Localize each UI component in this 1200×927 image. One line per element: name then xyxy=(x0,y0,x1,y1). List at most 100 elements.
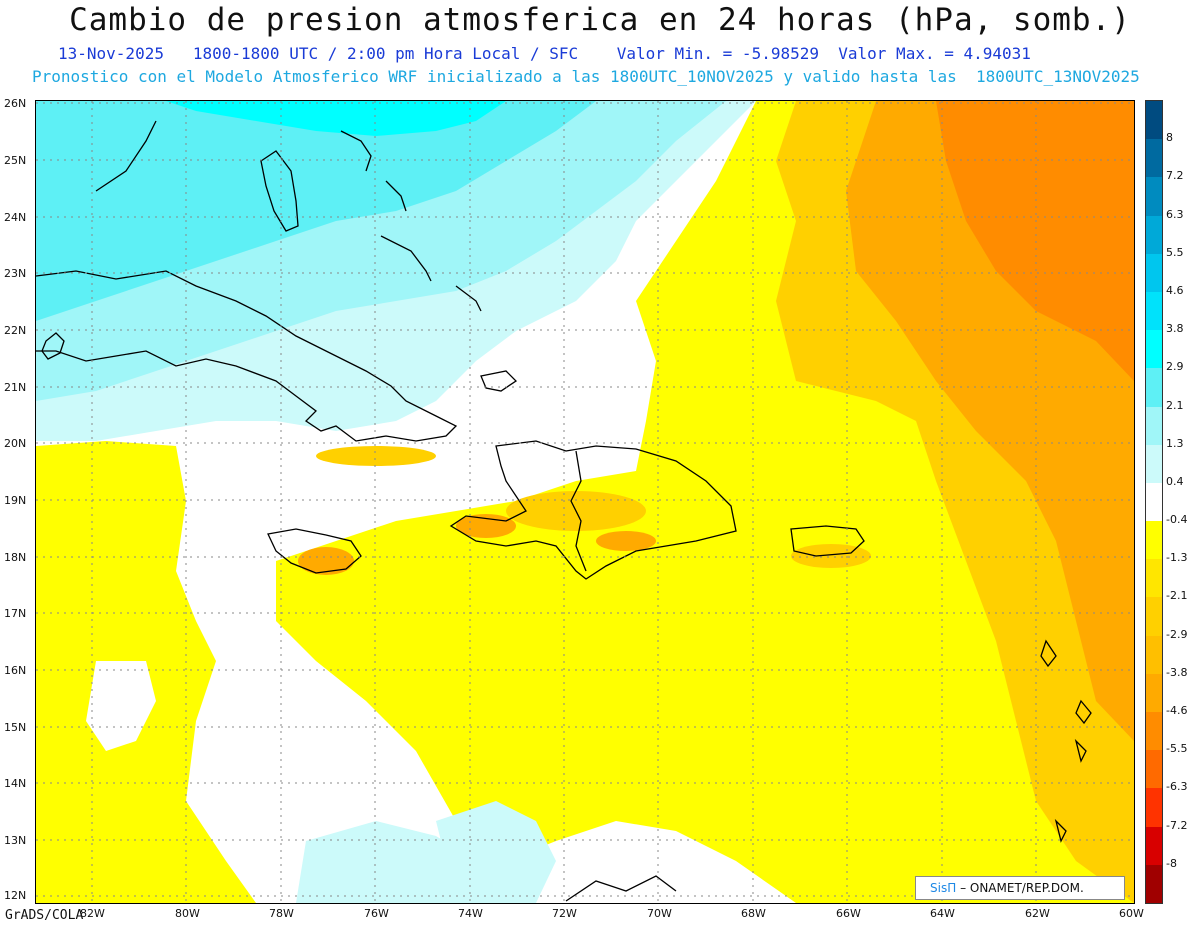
colorbar-tick-label: 2.9 xyxy=(1166,360,1184,374)
colorbar-segment xyxy=(1146,368,1162,408)
hispaniola-coastline xyxy=(449,440,737,580)
florida-keys-coastline xyxy=(95,120,157,192)
isla-juventud-coastline xyxy=(41,332,65,360)
lon-label-76w: 76W xyxy=(364,907,389,920)
colorbar-segment xyxy=(1146,521,1162,560)
colorbar-tick-label: -2.1 xyxy=(1166,589,1188,603)
lat-label-17n: 17N xyxy=(4,607,27,620)
pale-cyan-south xyxy=(296,821,496,903)
great-inagua-coastline xyxy=(480,370,518,392)
cuba-coastline xyxy=(36,270,458,442)
colorbar-segment xyxy=(1146,291,1162,331)
map-canvas xyxy=(36,101,1134,903)
lat-label-23n: 23N xyxy=(4,267,27,280)
lon-label-78w: 78W xyxy=(269,907,294,920)
deep-cyan-region xyxy=(166,101,506,136)
orange-pocket-jamaica xyxy=(298,547,354,575)
lon-label-72w: 72W xyxy=(552,907,577,920)
colorbar-tick-label: 6.3 xyxy=(1166,207,1184,221)
colorbar-tick-label: 2.1 xyxy=(1166,398,1184,412)
haiti-dr-border xyxy=(570,450,587,572)
colorbar-tick-label: 8 xyxy=(1166,131,1173,145)
colorbar-tick-label: 3.8 xyxy=(1166,322,1184,336)
colorbar xyxy=(1145,100,1163,904)
puerto-rico-coastline xyxy=(790,525,865,557)
colorbar-tick-label: 5.5 xyxy=(1166,245,1184,259)
colorbar-tick-label: 7.2 xyxy=(1166,169,1184,183)
colorbar-tick-label: -5.5 xyxy=(1166,742,1188,756)
lon-label-74w: 74W xyxy=(458,907,483,920)
venezuela-coast xyxy=(565,875,677,902)
lat-label-26n: 26N xyxy=(4,97,27,110)
lat-label-24n: 24N xyxy=(4,211,27,224)
orange-pocket-cuba-south xyxy=(316,446,436,466)
grads-credit: GrADS/COLA xyxy=(5,908,84,923)
lat-label-14n: 14N xyxy=(4,777,27,790)
map-subtitle-model: Pronostico con el Modelo Atmosferico WRF… xyxy=(32,67,1140,86)
lon-label-68w: 68W xyxy=(741,907,766,920)
lat-label-13n: 13N xyxy=(4,834,27,847)
lon-label-80w: 80W xyxy=(175,907,200,920)
lat-label-21n: 21N xyxy=(4,381,27,394)
lon-label-60w: 60W xyxy=(1119,907,1144,920)
lon-label-62w: 62W xyxy=(1025,907,1050,920)
colorbar-tick-label: 1.3 xyxy=(1166,436,1184,450)
lon-label-64w: 64W xyxy=(930,907,955,920)
colorbar-segment xyxy=(1146,330,1162,369)
bahamas-coastline-2 xyxy=(385,180,407,212)
colorbar-segment xyxy=(1146,101,1162,140)
lat-label-18n: 18N xyxy=(4,551,27,564)
lat-label-12n: 12N xyxy=(4,889,27,902)
colorbar-segment xyxy=(1146,139,1162,178)
colorbar-segment xyxy=(1146,253,1162,293)
orange-pocket-puerto-rico xyxy=(791,544,871,568)
lat-label-16n: 16N xyxy=(4,664,27,677)
colorbar-segment xyxy=(1146,635,1162,675)
colorbar-segment xyxy=(1146,673,1162,713)
colorbar-tick-label: -2.9 xyxy=(1166,627,1188,641)
colorbar-segment xyxy=(1146,788,1162,828)
jamaica-coastline xyxy=(267,528,362,574)
colorbar-tick-label: -1.3 xyxy=(1166,551,1188,565)
lon-label-70w: 70W xyxy=(647,907,672,920)
lat-label-15n: 15N xyxy=(4,721,27,734)
white-gap-southwest xyxy=(86,661,156,751)
lat-label-20n: 20N xyxy=(4,437,27,450)
cyan-region xyxy=(36,101,596,321)
graticule xyxy=(36,101,1134,903)
pale-cyan-south-2 xyxy=(436,801,556,903)
colorbar-segment xyxy=(1146,597,1162,637)
lat-label-22n: 22N xyxy=(4,324,27,337)
bahamas-coastline-4 xyxy=(455,285,482,312)
colorbar-tick-label: -6.3 xyxy=(1166,780,1188,794)
colorbar-tick-label: -8 xyxy=(1166,856,1177,870)
colorbar-tick-label: -7.2 xyxy=(1166,818,1188,832)
dark-orange-region xyxy=(936,101,1134,381)
colorbar-tick-label: -4.6 xyxy=(1166,704,1188,718)
lat-label-19n: 19N xyxy=(4,494,27,507)
colorbar-tick-label: -0.4 xyxy=(1166,513,1188,527)
lon-label-82w: 82W xyxy=(80,907,105,920)
colorbar-segment xyxy=(1146,864,1162,904)
colorbar-segment xyxy=(1146,444,1162,484)
colorbar-segment xyxy=(1146,826,1162,866)
map-subtitle-date: 13-Nov-2025 1800-1800 UTC / 2:00 pm Hora… xyxy=(58,44,1031,63)
lon-label-66w: 66W xyxy=(836,907,861,920)
credit-text: – ONAMET/REP.DOM. xyxy=(960,881,1084,895)
lat-label-25n: 25N xyxy=(4,154,27,167)
bahamas-coastline-1 xyxy=(340,130,372,172)
orange-pocket-hispaniola-2 xyxy=(596,531,656,551)
map-title: Cambio de presion atmosferica en 24 hora… xyxy=(69,2,1131,38)
colorbar-segment xyxy=(1146,215,1162,255)
colorbar-segment xyxy=(1146,482,1162,522)
sispi-logo: SisΠ xyxy=(930,881,957,895)
colorbar-segment xyxy=(1146,750,1162,789)
colorbar-segment xyxy=(1146,177,1162,217)
colorbar-segment xyxy=(1146,559,1162,598)
credit-box: SisΠ – ONAMET/REP.DOM. xyxy=(915,876,1125,900)
colorbar-tick-label: 4.6 xyxy=(1166,283,1184,297)
lesser-antilles-coastline xyxy=(1040,639,1092,843)
pressure-change-map xyxy=(35,100,1135,904)
coastlines xyxy=(36,120,1092,902)
colorbar-tick-label: 0.4 xyxy=(1166,474,1184,488)
